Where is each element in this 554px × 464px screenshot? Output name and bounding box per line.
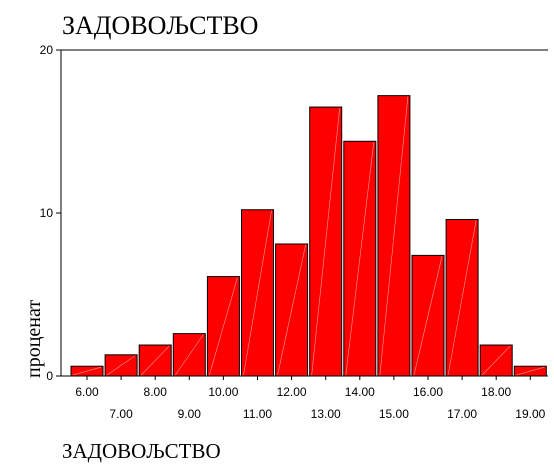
- x-tick-label: 16.00: [413, 385, 443, 399]
- plot-area: 0 10 20 6.00 7.00 8.00 9.00 10.00 11.00 12.00 13.0…: [40, 43, 548, 421]
- x-tick-label: 19.00: [515, 407, 545, 421]
- y-tick-label: 10: [40, 206, 54, 220]
- histogram-bar: [138, 344, 172, 377]
- x-axis-label: ЗАДОВОЉСТВО: [62, 439, 221, 463]
- bar-highlight: [106, 355, 136, 376]
- bar-highlight: [209, 277, 238, 376]
- x-tick-label: 11.00: [243, 407, 272, 421]
- bar-highlight: [345, 142, 375, 376]
- y-axis-label: проценат: [23, 300, 45, 378]
- x-tick-label: 10.00: [208, 385, 238, 399]
- x-tick-label: 9.00: [178, 407, 202, 421]
- bar-highlight: [311, 108, 340, 376]
- bar-highlight: [447, 220, 477, 376]
- bar-highlight: [277, 244, 306, 376]
- bar-highlight: [243, 210, 272, 376]
- x-tick-label: 7.00: [109, 407, 133, 421]
- x-tick-label: 6.00: [75, 385, 99, 399]
- x-tick-label: 8.00: [144, 385, 168, 399]
- x-tick-label: 18.00: [481, 385, 511, 399]
- bar-highlight: [175, 334, 204, 376]
- bar-highlight: [516, 366, 545, 376]
- x-tick-label: 17.00: [447, 407, 477, 421]
- bar-highlight: [413, 256, 443, 376]
- bar-highlight: [481, 345, 511, 376]
- x-tick-label: 15.00: [379, 407, 409, 421]
- bar-highlight: [379, 96, 409, 376]
- x-tick-label: 13.00: [311, 407, 341, 421]
- x-tick-label: 14.00: [345, 385, 375, 399]
- y-tick-label: 20: [40, 43, 54, 57]
- x-tick-label: 12.00: [277, 385, 307, 399]
- y-tick-label: 0: [46, 369, 53, 383]
- bar-highlight: [140, 345, 170, 376]
- bar-highlight: [72, 366, 102, 376]
- chart-title: ЗАДОВОЉСТВО: [62, 11, 258, 40]
